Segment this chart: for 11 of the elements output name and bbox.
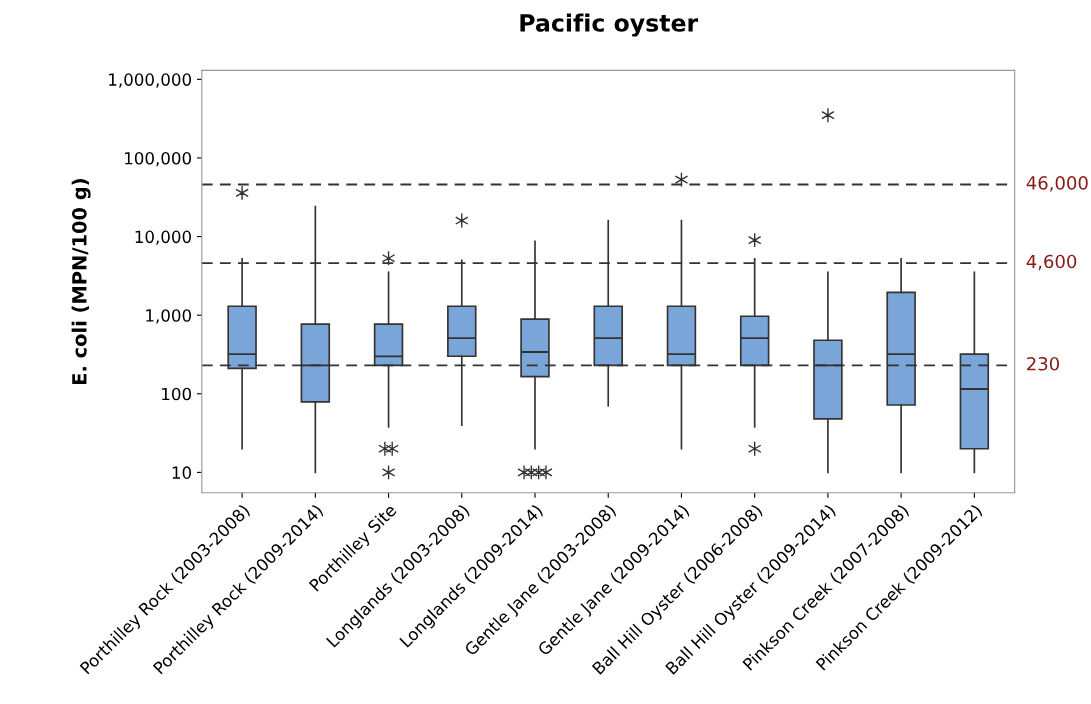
y-tick-label: 10,000 [135, 230, 192, 245]
y-tick-label: 100,000 [125, 151, 192, 167]
y-tick-label: 10 [172, 466, 192, 479]
chart-title: Pacific oyster [520, 13, 699, 37]
y-tick-label: 100 [162, 387, 192, 401]
ref-line-label: 230 [1027, 356, 1060, 371]
y-axis-title: E. coli (MPN/100 g) [71, 179, 91, 385]
ref-line-label: 46,000 [1026, 176, 1088, 192]
y-tick-label: 1,000 [146, 309, 192, 324]
ref-line-label: 4,600 [1026, 254, 1077, 271]
y-tick-label: 1,000,000 [109, 73, 192, 88]
